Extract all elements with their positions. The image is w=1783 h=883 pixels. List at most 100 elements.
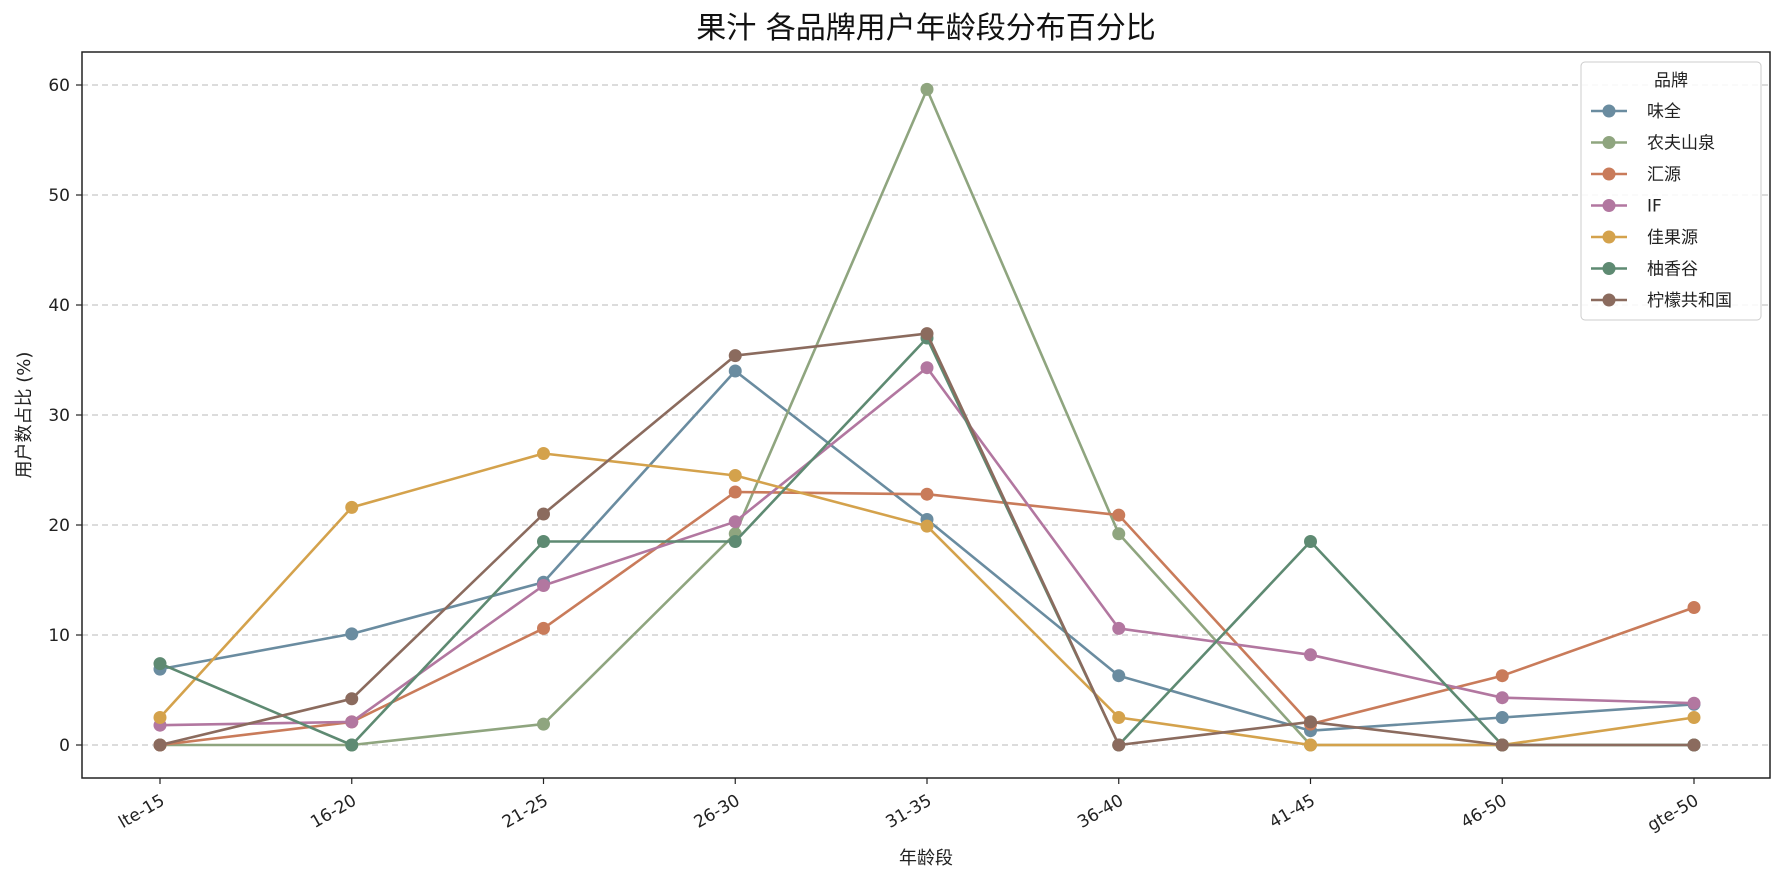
y-axis-title: 用户数占比 (%) <box>14 352 35 479</box>
x-tick-label: 36-40 <box>1074 791 1127 833</box>
x-tick-label: gte-50 <box>1644 791 1702 836</box>
series-柠檬共和国 <box>153 327 1701 752</box>
data-point <box>920 519 934 533</box>
data-point <box>1495 711 1509 724</box>
data-point <box>153 657 167 671</box>
data-point <box>537 507 550 521</box>
series-农夫山泉 <box>153 82 1701 752</box>
data-point <box>1304 535 1317 548</box>
legend-item: 柚香谷 <box>1591 260 1698 280</box>
legend-marker <box>1602 136 1616 149</box>
data-point <box>153 738 167 752</box>
legend-item: 味全 <box>1591 102 1681 122</box>
data-point <box>1112 669 1126 683</box>
legend-label: IF <box>1647 197 1662 217</box>
series-line <box>160 88 1694 747</box>
x-axis: lte-15 16-20 21-25 26-30 31-35 36-40 41-45 46-5… <box>115 778 1702 836</box>
data-point <box>1495 669 1509 683</box>
legend-marker <box>1602 262 1616 275</box>
series-line <box>159 336 1694 747</box>
y-tick-label: 0 <box>59 736 70 756</box>
data-point <box>537 621 550 635</box>
y-tick-label: 30 <box>48 406 70 426</box>
series-line <box>159 369 1695 733</box>
x-tick-label: 26-30 <box>691 791 744 833</box>
y-tick-label: 60 <box>48 76 70 96</box>
data-point <box>537 717 550 731</box>
data-point <box>1304 648 1317 662</box>
data-point <box>728 485 742 499</box>
data-point <box>1687 711 1701 724</box>
y-tick-label: 10 <box>48 626 70 646</box>
legend-item: 佳果源 <box>1591 228 1698 248</box>
data-point <box>728 515 742 529</box>
series-味全 <box>153 364 1701 738</box>
data-point <box>1112 621 1126 635</box>
x-tick-label: 31-35 <box>883 791 936 833</box>
legend-marker <box>1602 293 1616 307</box>
legend-marker <box>1602 104 1616 118</box>
legend-label: 味全 <box>1647 102 1681 122</box>
legend-item: 汇源 <box>1591 165 1681 185</box>
legend-item: 农夫山泉 <box>1591 134 1715 154</box>
data-point <box>920 361 934 375</box>
x-tick-label: 46-50 <box>1458 791 1511 833</box>
y-tick-label: 50 <box>48 186 70 206</box>
legend-item: 柠檬共和国 <box>1591 291 1732 311</box>
data-point <box>1112 527 1126 541</box>
legend-label: 柚香谷 <box>1647 260 1698 280</box>
data-point <box>1304 738 1317 752</box>
data-point <box>1687 738 1701 752</box>
data-point <box>537 447 550 460</box>
data-point <box>1495 738 1509 752</box>
y-tick-label: 20 <box>48 516 70 536</box>
data-point <box>920 487 934 501</box>
legend-marker <box>1602 199 1616 212</box>
x-tick-label: 16-20 <box>307 791 360 833</box>
series-line <box>159 366 1695 727</box>
chart-title: 果汁 各品牌用户年龄段分布百分比 <box>696 11 1156 46</box>
data-point <box>345 627 359 641</box>
x-tick-label: 21-25 <box>499 791 552 833</box>
data-point <box>1495 691 1509 705</box>
legend-label: 农夫山泉 <box>1647 134 1715 154</box>
data-point <box>728 349 742 363</box>
legend-marker <box>1602 230 1616 244</box>
data-point <box>920 327 934 341</box>
data-point <box>920 82 934 96</box>
data-point <box>345 692 359 706</box>
data-point <box>537 535 550 548</box>
data-point <box>728 364 742 378</box>
data-point <box>537 579 550 592</box>
legend-box <box>1580 61 1762 321</box>
data-point <box>1687 601 1701 614</box>
series-佳果源 <box>153 447 1701 752</box>
data-point <box>1112 508 1126 522</box>
data-point <box>345 715 359 729</box>
data-point <box>153 711 167 724</box>
legend-title: 品牌 <box>1654 71 1688 91</box>
series-layer <box>153 82 1701 752</box>
legend-label: 佳果源 <box>1647 228 1698 248</box>
data-point <box>1112 711 1126 724</box>
data-point <box>1112 738 1126 752</box>
series-汇源 <box>153 485 1701 752</box>
y-axis: 0 10 20 30 40 50 60 <box>48 76 82 756</box>
legend-label: 汇源 <box>1647 165 1681 185</box>
y-tick-label: 40 <box>48 296 70 316</box>
series-line <box>159 332 1694 747</box>
series-IF <box>153 361 1701 732</box>
legend-label: 柠檬共和国 <box>1647 291 1732 311</box>
grid-lines <box>82 84 1770 746</box>
x-tick-label: 41-45 <box>1266 791 1319 833</box>
data-point <box>728 535 742 548</box>
data-point <box>345 500 359 514</box>
data-point <box>1304 715 1317 729</box>
x-tick-label: lte-15 <box>115 791 168 833</box>
data-point <box>1687 696 1701 710</box>
data-point <box>345 738 359 752</box>
